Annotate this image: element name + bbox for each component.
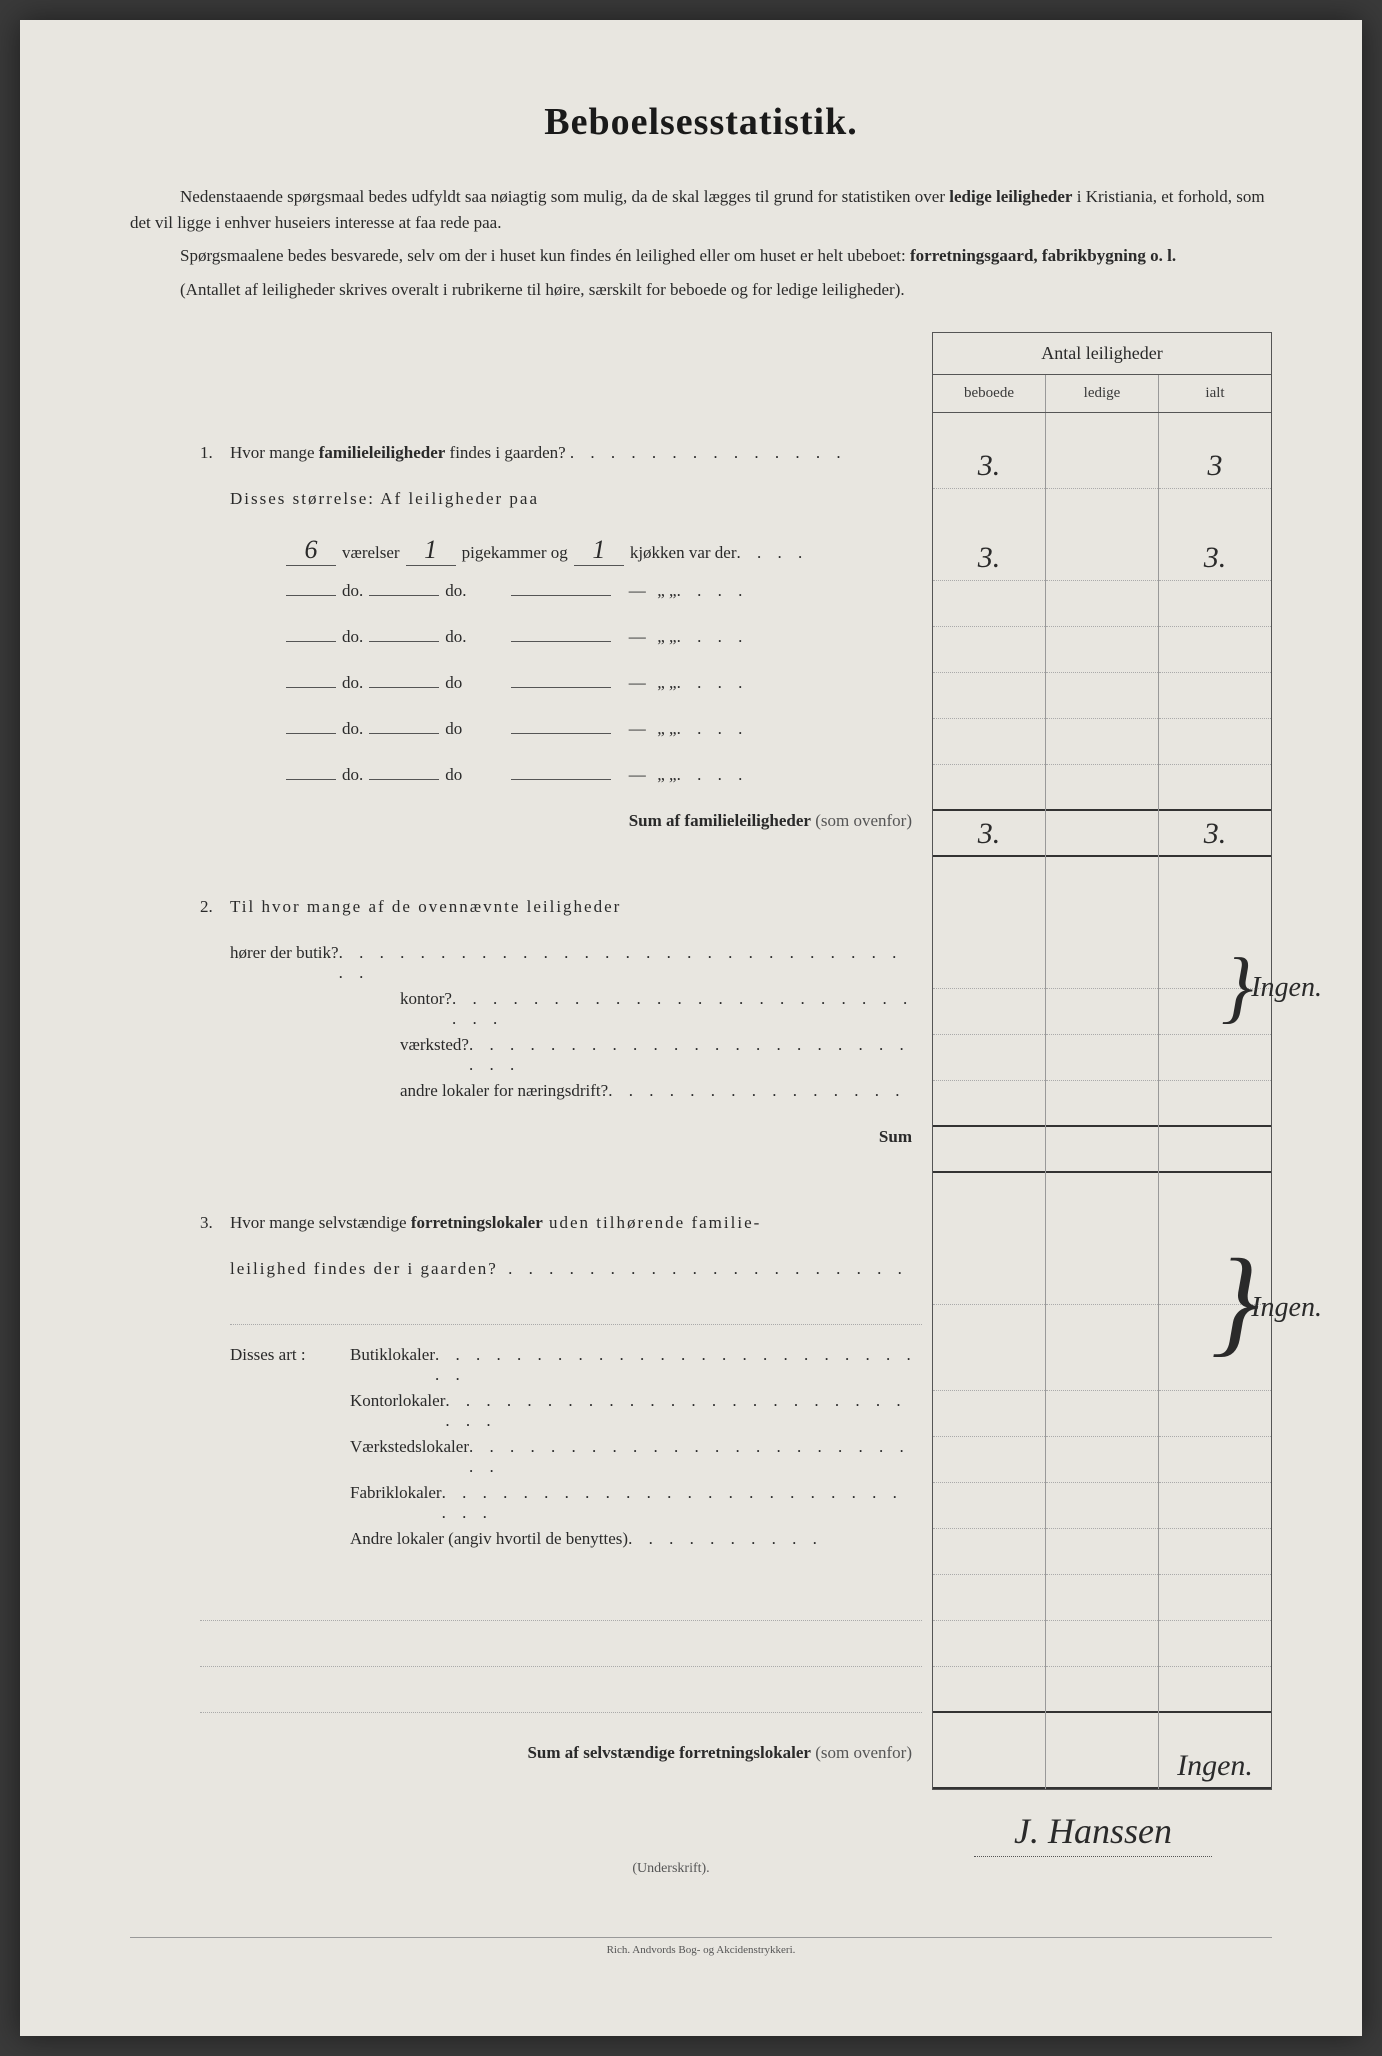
- q1-line3: do. do. — „ „ . . . .: [200, 627, 922, 673]
- fill-kjokken: 1: [574, 535, 624, 566]
- q3-r2: Kontorlokaler . . . . . . . . . . . . . …: [200, 1391, 922, 1437]
- val-line1-beboede: 3.: [933, 535, 1045, 581]
- signature: J. Hanssen: [974, 1810, 1212, 1857]
- count-header-box: Antal leiligheder beboede ledige ialt: [932, 332, 1272, 413]
- col-beboede: beboede: [933, 375, 1046, 412]
- table-header-row: Antal leiligheder beboede ledige ialt: [200, 332, 1272, 413]
- document-page: Beboelsesstatistik. Nedenstaaende spørgs…: [20, 20, 1362, 2036]
- q3-row2: leilighed findes der i gaarden? . . . . …: [200, 1259, 922, 1305]
- q3-row1: 3. Hvor mange selvstændige forretningslo…: [200, 1213, 922, 1259]
- col-ialt: ialt: [1159, 375, 1271, 412]
- q2-row: 2. Til hvor mange af de ovennævnte leili…: [200, 897, 922, 943]
- q1-line4: do. do — „ „ . . . .: [200, 673, 922, 719]
- questions-column: 1. Hvor mange familieleiligheder findes …: [200, 413, 932, 1790]
- annotation-ingen-2: } Ingen.: [1251, 1292, 1322, 1324]
- val-q1-beboede: 3.: [933, 443, 1045, 489]
- q3-r1: Disses art : Butiklokaler . . . . . . . …: [200, 1345, 922, 1391]
- val-sum1-ialt: 3.: [1159, 811, 1271, 857]
- val-line1-ialt: 3.: [1159, 535, 1271, 581]
- q2-sum: Sum: [200, 1127, 922, 1173]
- q1-line5: do. do — „ „ . . . .: [200, 719, 922, 765]
- count-header-title: Antal leiligheder: [933, 333, 1271, 375]
- annotation-ingen-1: } Ingen.: [1251, 972, 1322, 1004]
- q1-number: 1.: [200, 443, 230, 463]
- intro-paragraph-1: Nedenstaaende spørgsmaal bedes udfyldt s…: [130, 184, 1272, 235]
- val-q1-ialt: 3: [1159, 443, 1271, 489]
- q2-r1: hører der butik?. . . . . . . . . . . . …: [200, 943, 922, 989]
- q1-line1: 6 værelser 1 pigekammer og 1 kjøkken var…: [200, 535, 922, 581]
- page-title: Beboelsesstatistik.: [130, 100, 1272, 144]
- fill-vaerelser: 6: [286, 535, 336, 566]
- vcol-ledige: [1046, 413, 1159, 1789]
- q3-sum: Sum af selvstændige forretningslokaler (…: [200, 1743, 922, 1789]
- q3-blank3: [200, 1667, 922, 1713]
- form-table: Antal leiligheder beboede ledige ialt 1.…: [200, 332, 1272, 1790]
- fill-pigekammer: 1: [406, 535, 456, 566]
- signature-label: (Underskrift).: [130, 1861, 1212, 1877]
- table-body: 1. Hvor mange familieleiligheder findes …: [200, 413, 1272, 1790]
- intro-paragraph-3: (Antallet af leiligheder skrives overalt…: [130, 277, 1272, 303]
- col-ledige: ledige: [1046, 375, 1159, 412]
- vcol-ialt: 3 3. 3.: [1159, 413, 1271, 1789]
- q2-r2: kontor?. . . . . . . . . . . . . . . . .…: [200, 989, 922, 1035]
- q3-number: 3.: [200, 1213, 230, 1233]
- value-columns: 3. 3. 3.: [932, 413, 1272, 1790]
- q1-sum: Sum af familieleiligheder (som ovenfor): [200, 811, 922, 857]
- val-sum1-beboede: 3.: [933, 811, 1045, 857]
- q1-row: 1. Hvor mange familieleiligheder findes …: [200, 443, 922, 489]
- intro-paragraph-2: Spørgsmaalene bedes besvarede, selv om d…: [130, 243, 1272, 269]
- q2-r4: andre lokaler for næringsdrift?. . . . .…: [200, 1081, 922, 1127]
- q1-sub: Disses størrelse: Af leiligheder paa: [200, 489, 922, 535]
- q1-text: Hvor mange familieleiligheder findes i g…: [230, 443, 922, 463]
- q2-r3: værksted?. . . . . . . . . . . . . . . .…: [200, 1035, 922, 1081]
- q3-r3: Værkstedslokaler . . . . . . . . . . . .…: [200, 1437, 922, 1483]
- q2-number: 2.: [200, 897, 230, 917]
- q1-line6: do. do — „ „ . . . .: [200, 765, 922, 811]
- val-sum3-ialt: Ingen.: [1159, 1743, 1271, 1789]
- q3-blank2: [200, 1621, 922, 1667]
- q3-blank1: [200, 1575, 922, 1621]
- signature-area: J. Hanssen (Underskrift).: [130, 1810, 1272, 1877]
- vcol-beboede: 3. 3. 3.: [933, 413, 1046, 1789]
- footer-printer: Rich. Andvords Bog- og Akcidenstrykkeri.: [130, 1937, 1272, 1956]
- q3-r4: Fabriklokaler . . . . . . . . . . . . . …: [200, 1483, 922, 1529]
- q1-line2: do. do. — „ „ . . . .: [200, 581, 922, 627]
- q3-r5: Andre lokaler (angiv hvortil de benyttes…: [200, 1529, 922, 1575]
